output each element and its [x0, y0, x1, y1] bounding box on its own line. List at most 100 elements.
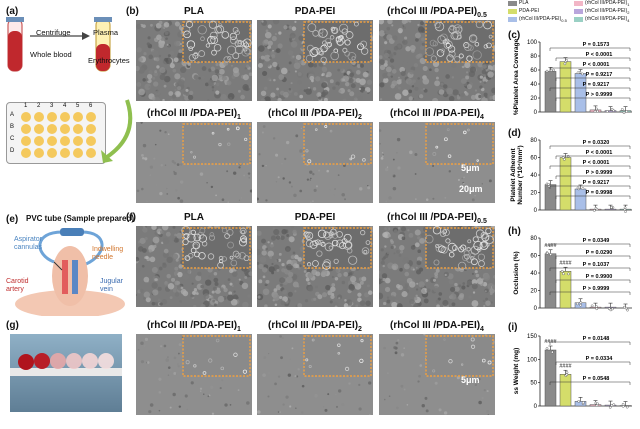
y-tick-label: 50 [530, 381, 537, 387]
legend-entry: PDA-PEI [519, 8, 540, 14]
bar [544, 253, 557, 309]
p-value-annotation: P = 0.1573 [583, 42, 610, 48]
p-value-annotation: P = 0.0320 [583, 140, 610, 146]
significance-marker: #### [559, 363, 572, 369]
y-tick-label: 60 [530, 156, 537, 162]
plate-well [21, 124, 31, 134]
panel-label-c: (c) [508, 30, 521, 41]
bar-chart-c: %Platelet Area Coverage 0 20 40 60 80 100 P = 0… [513, 38, 632, 116]
p-value-annotation: P < 0.0001 [583, 160, 610, 166]
y-tick-label: 150 [527, 334, 538, 340]
sem-micrograph [257, 226, 373, 307]
scale-bar-label: 5μm [461, 163, 480, 173]
plate-col-label: 2 [37, 103, 41, 109]
significance-marker: #### [544, 243, 557, 249]
panel-label-f: (f) [126, 212, 136, 223]
y-tick-label: 0 [534, 208, 538, 214]
legend-swatch [574, 9, 583, 14]
needle-label: Indwelling needle [92, 246, 124, 261]
scale-bar-label: 5μm [461, 375, 480, 385]
chart-legend: PLA (rhCol III/PDA-PEI)1 PDA-PEI (rhCol III… [508, 0, 640, 26]
p-value-annotation: P = 0.0334 [586, 356, 614, 362]
legend-entry: PLA [519, 0, 529, 6]
whole-blood-label: Whole blood [30, 50, 72, 59]
plate-col-label: 5 [76, 103, 80, 109]
bar [604, 306, 617, 309]
sem-title: (rhCol III /PDA-PEI)0.5 [387, 212, 487, 225]
plate-well [86, 112, 96, 122]
bar [559, 61, 572, 113]
plate-well [47, 148, 57, 158]
plate-row-label: A [10, 112, 15, 118]
p-value-annotation: P > 0.9999 [586, 170, 613, 176]
legend-swatch [508, 17, 517, 22]
sem-micrograph [379, 20, 495, 101]
p-value-annotation: P = 0.0148 [583, 336, 610, 342]
sem-micrograph [257, 20, 373, 101]
sem-title: PLA [184, 212, 204, 223]
y-axis-label: ss Weight (mg) [513, 348, 520, 394]
y-tick-label: 0 [534, 110, 538, 116]
erythrocytes-label: Erythrocytes [88, 56, 130, 65]
plate-col-label: 4 [63, 103, 67, 109]
bar [574, 73, 587, 113]
plate-well [60, 124, 70, 134]
plate-well [34, 136, 44, 146]
plate-well [73, 148, 83, 158]
legend-swatch [574, 17, 583, 22]
sem-title: (rhCol III /PDA-PEI)2 [268, 320, 362, 333]
plate-well [34, 124, 44, 134]
plate-well [73, 124, 83, 134]
p-value-annotation: P < 0.0001 [583, 62, 610, 68]
bar [574, 188, 587, 211]
centrifuge-schematic [6, 17, 112, 72]
sem-micrograph [379, 226, 495, 307]
plate-well [21, 148, 31, 158]
y-tick-label: 40 [530, 82, 537, 88]
panel-label-a: (a) [6, 6, 19, 17]
bar-chart-d: Platelet AdherentNumber (*10⁴/mm²) 0 20 40 6… [510, 138, 632, 214]
bar [559, 374, 572, 407]
plate-well [21, 112, 31, 122]
y-axis-label: %Platelet Area Coverage [513, 38, 520, 115]
plate-well [86, 136, 96, 146]
legend-entry: (rhCol III/PDA-PEI)0.5 [519, 16, 567, 23]
plate-well [21, 136, 31, 146]
p-value-annotation: P < 0.0001 [586, 150, 613, 156]
plate-well [86, 148, 96, 158]
legend-entry: (rhCol III/PDA-PEI)1 [585, 0, 630, 7]
curved-arrow-icon [101, 99, 133, 163]
p-value-annotation: P = 0.9998 [586, 190, 613, 196]
plasma-label: Plasma [93, 28, 119, 37]
plate-well [47, 136, 57, 146]
panel-label-d: (d) [508, 128, 521, 139]
sem-micrograph [136, 334, 252, 415]
plate-well [73, 136, 83, 146]
y-tick-label: 60 [530, 68, 537, 74]
plate-col-label: 3 [50, 103, 54, 109]
sem-micrograph [257, 334, 373, 415]
plate-col-label: 1 [24, 103, 28, 109]
plate-row-label: B [10, 124, 15, 130]
panel-label-i: (i) [508, 322, 518, 333]
bar [559, 157, 572, 211]
bar-chart-h: Occlusion (%) 0 20 40 60 80 #### #### P = 0.0349… [513, 236, 632, 312]
p-value-annotation: P > 0.9999 [586, 92, 613, 98]
carotid-model-illustration [15, 228, 125, 316]
legend-swatch [508, 9, 517, 14]
y-axis-label: Occlusion (%) [513, 251, 520, 294]
legend-entry: (rhCol III/PDA-PEI)4 [585, 16, 630, 23]
bar [544, 184, 557, 211]
y-tick-label: 80 [530, 236, 537, 242]
plate-well [73, 112, 83, 122]
p-value-annotation: P < 0.0001 [586, 52, 613, 58]
y-tick-label: 40 [530, 173, 537, 179]
bar [544, 71, 557, 113]
sem-micrograph [136, 20, 252, 101]
p-value-annotation: P > 0.9999 [583, 286, 610, 292]
plate-well [60, 136, 70, 146]
y-tick-label: 100 [527, 40, 538, 46]
sem-title: (rhCol III /PDA-PEI)4 [390, 320, 484, 333]
